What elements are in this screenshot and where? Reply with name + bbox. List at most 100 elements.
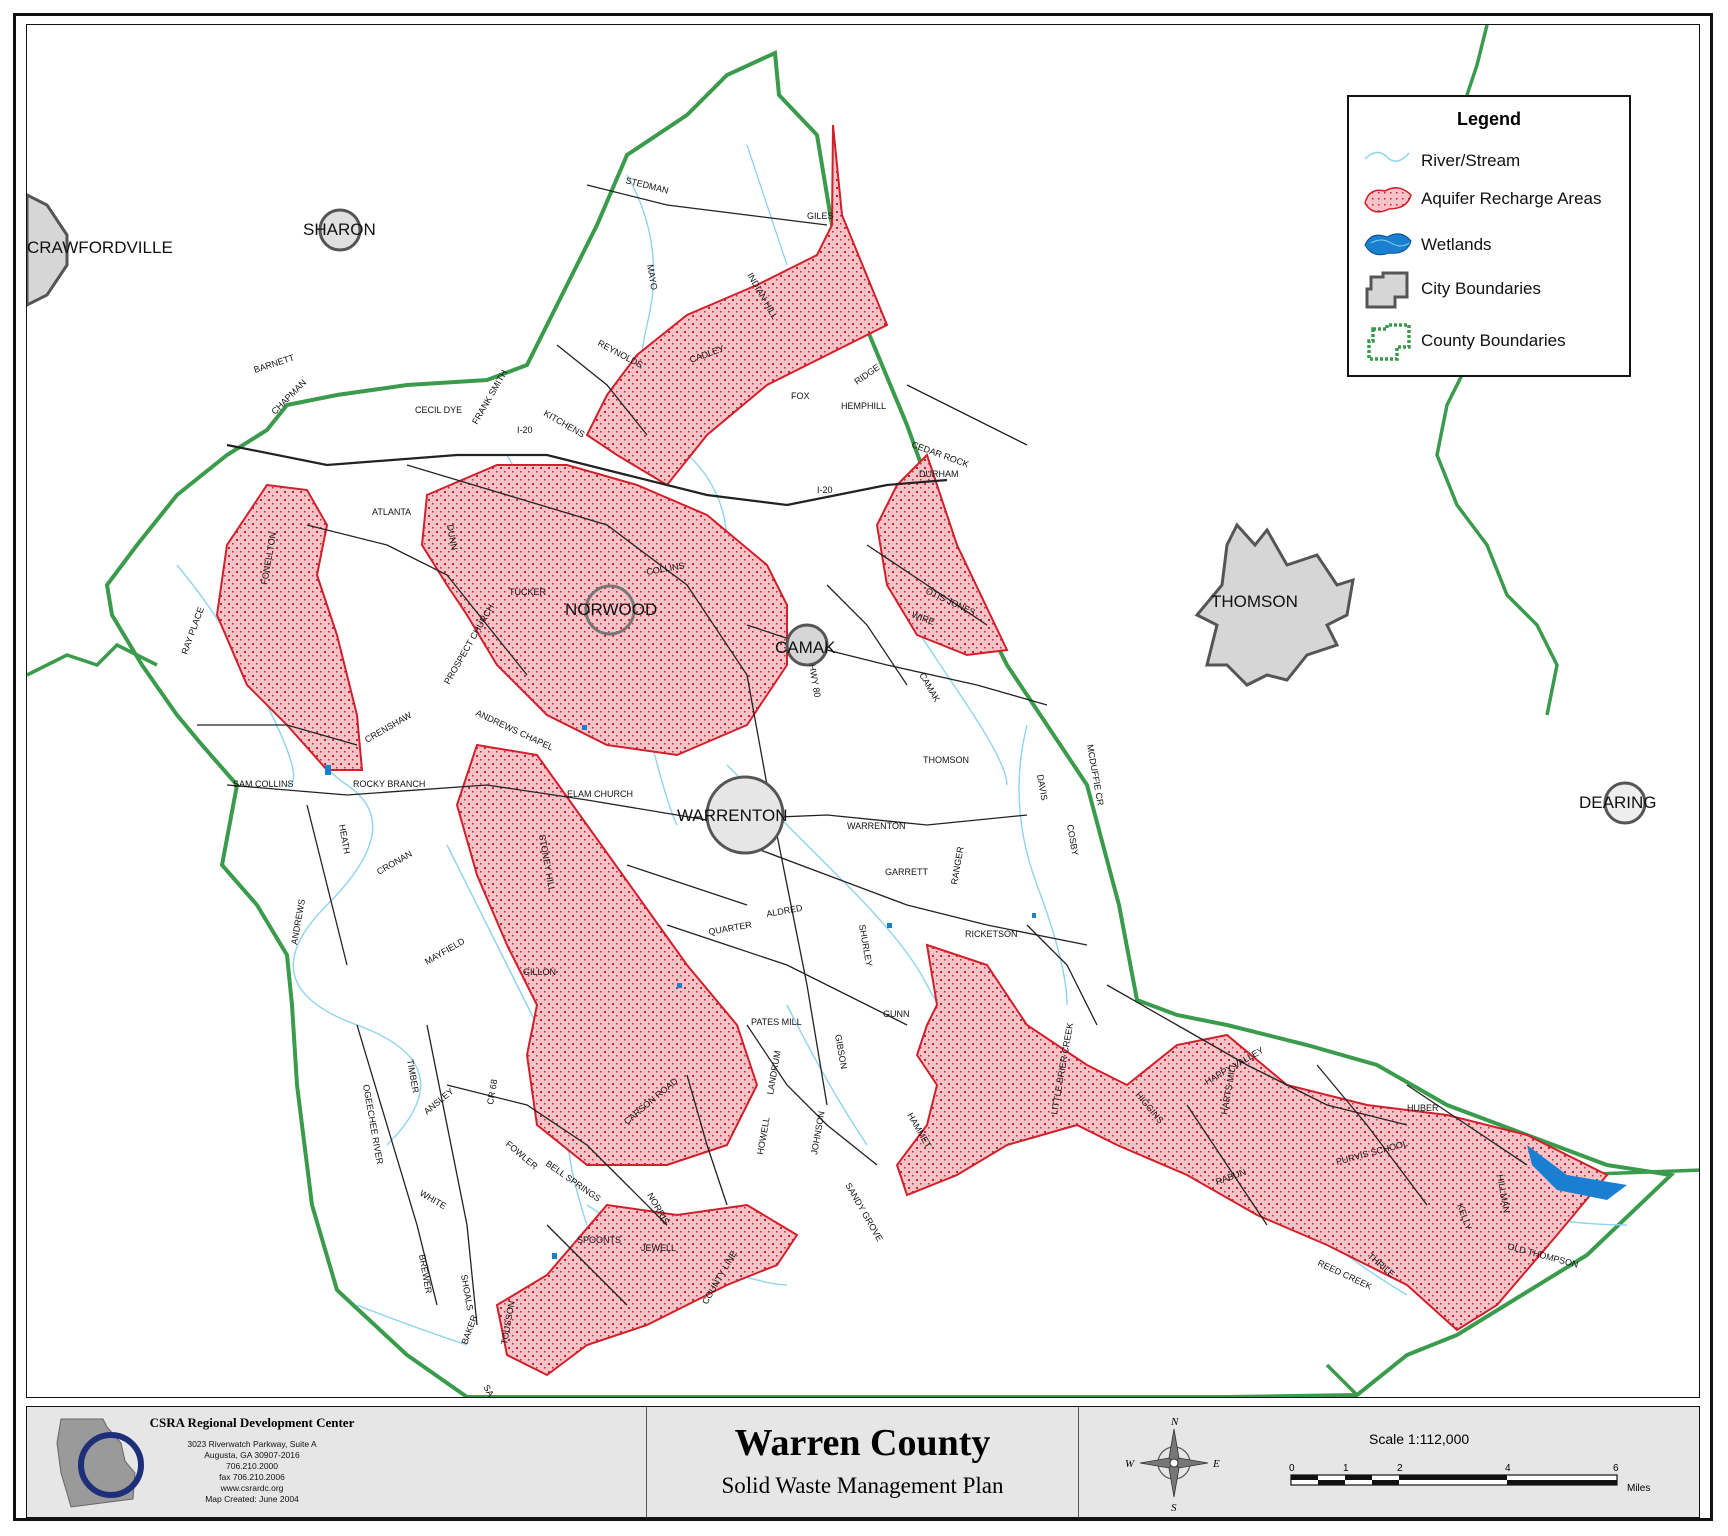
crawfordville-boundary — [27, 193, 69, 307]
road-label: HEMPHILL — [841, 401, 886, 411]
road-label: THOMSON — [923, 755, 969, 765]
city-label-crawfordville: CRAWFORDVILLE — [27, 238, 173, 257]
legend-label: City Boundaries — [1421, 279, 1542, 298]
legend-label: Aquifer Recharge Areas — [1421, 189, 1602, 208]
road-label: FOX — [791, 391, 810, 401]
road-label: GUNN — [883, 1009, 910, 1019]
road-label: ELAM CHURCH — [567, 789, 633, 799]
org-website: www.csrardc.org — [220, 1483, 284, 1493]
sharon-boundary — [318, 208, 362, 252]
river-stream-icon — [1364, 151, 1410, 162]
road-label: JEWELL — [641, 1243, 676, 1253]
road-label: GILES — [807, 211, 834, 221]
norwood-boundary — [584, 584, 636, 636]
map-subtitle: Solid Waste Management Plan — [721, 1473, 1004, 1498]
road-label: CECIL DYE — [415, 405, 462, 415]
scale-panel: N S E W Scale 1:112,000 0 1 2 4 6 Miles — [1079, 1407, 1699, 1517]
aquifer-swatch-icon — [1364, 187, 1412, 213]
organization-panel: CSRA Regional Development Center 3023 Ri… — [27, 1407, 647, 1517]
road-label: WARRENTON — [847, 821, 906, 831]
city-boundaries — [27, 193, 1647, 855]
city-label-sharon: SHARON — [303, 220, 376, 239]
road-label: ROCKY BRANCH — [353, 779, 425, 789]
road-label: DUNN — [445, 524, 459, 551]
city-label-warrenton: WARRENTON — [677, 806, 788, 825]
camak-boundary — [785, 623, 829, 667]
warrenton-boundary — [705, 775, 785, 855]
org-fax: fax 706.210.2006 — [219, 1472, 285, 1482]
aquifer-recharge-areas — [215, 124, 1609, 1377]
aquifer-norwood — [420, 464, 788, 757]
scale-tick: 1 — [1343, 1463, 1349, 1474]
roads — [197, 184, 1528, 1326]
legend-item-aquifer: Aquifer Recharge Areas — [1359, 179, 1623, 219]
road-label: DURHAM — [919, 469, 959, 479]
city-label-dearing: DEARING — [1579, 793, 1656, 812]
road-label: MAYO — [645, 264, 659, 291]
road-label: ATLANTA — [372, 507, 411, 517]
compass-w: W — [1125, 1458, 1135, 1470]
scale-units: Miles — [1627, 1483, 1651, 1494]
legend-item-river: River/Stream — [1359, 141, 1623, 181]
organization-name: CSRA Regional Development Center — [149, 1415, 355, 1430]
scale-ratio: Scale 1:112,000 — [1369, 1431, 1470, 1447]
thomson-boundary — [1194, 522, 1355, 687]
road-label: GILLON — [523, 967, 556, 977]
road-label: PATES MILL — [751, 1017, 802, 1027]
road-label: CR 68 — [485, 1078, 499, 1105]
legend-label: River/Stream — [1421, 151, 1521, 170]
legend: Legend River/Stream Aquifer Recharge Are… — [1347, 95, 1631, 377]
map-area: CRAWFORDVILLE SHARON NORWOOD CAMAK WARRE… — [26, 24, 1700, 1398]
map-canvas: CRAWFORDVILLE SHARON NORWOOD CAMAK WARRE… — [27, 25, 1699, 1397]
map-title: Warren County — [734, 1422, 991, 1464]
dearing-boundary — [1603, 781, 1647, 825]
aquifer-central-south — [455, 743, 759, 1166]
title-block: CSRA Regional Development Center 3023 Ri… — [26, 1406, 1700, 1518]
warren-county-boundary — [104, 50, 1676, 1397]
county-boundary-icon — [1367, 323, 1411, 361]
title-panel: Warren County Solid Waste Management Pla… — [647, 1407, 1079, 1517]
road-label: I-20 — [817, 485, 833, 495]
georgia-logo-icon — [56, 1418, 144, 1508]
road-label: RICKETSON — [965, 929, 1018, 939]
road-label: SAM COLLINS — [233, 779, 294, 789]
legend-item-county: County Boundaries — [1359, 321, 1623, 361]
wetlands-swatch-icon — [1364, 233, 1412, 256]
wetlands — [325, 725, 1627, 1259]
road-label: I-20 — [517, 425, 533, 435]
aquifer-south — [495, 1203, 799, 1377]
aquifer-southeast — [895, 943, 1609, 1332]
aquifer-durham — [875, 453, 1009, 657]
map-created-date: Map Created: June 2004 — [205, 1494, 299, 1504]
city-label-norwood: NORWOOD — [565, 600, 657, 619]
org-address-line: 3023 Riverwatch Parkway, Suite A — [187, 1439, 317, 1449]
road-label: GARRETT — [885, 867, 929, 877]
legend-label: Wetlands — [1421, 235, 1492, 254]
aquifer-west — [215, 483, 364, 771]
city-boundary-icon — [1365, 271, 1409, 309]
compass-rose-icon: N S E W — [1125, 1416, 1220, 1514]
road-label: DAVIS — [1035, 774, 1049, 802]
map-frame: CRAWFORDVILLE SHARON NORWOOD CAMAK WARRE… — [13, 13, 1713, 1521]
org-address-line: Augusta, GA 30907-2016 — [204, 1450, 300, 1460]
road-label: TUCKER — [509, 587, 547, 597]
compass-n: N — [1170, 1416, 1179, 1428]
city-labels: CRAWFORDVILLE SHARON NORWOOD CAMAK WARRE… — [27, 220, 1656, 825]
aquifer-north-strip — [585, 124, 889, 487]
compass-s: S — [1171, 1502, 1177, 1514]
scale-tick: 0 — [1289, 1463, 1295, 1474]
legend-title: Legend — [1456, 109, 1521, 129]
scale-tick: 6 — [1613, 1463, 1619, 1474]
road-label: BARNETT — [253, 352, 297, 375]
org-phone: 706.210.2000 — [226, 1461, 278, 1471]
scale-bar — [1290, 1474, 1618, 1486]
legend-item-wetlands: Wetlands — [1359, 225, 1623, 265]
legend-label: County Boundaries — [1421, 331, 1566, 350]
legend-item-city: City Boundaries — [1359, 269, 1623, 309]
scale-tick: 2 — [1397, 1463, 1403, 1474]
road-label: HUBER — [1407, 1103, 1439, 1113]
city-label-camak: CAMAK — [775, 638, 836, 657]
city-label-thomson: THOMSON — [1211, 592, 1298, 611]
compass-e: E — [1212, 1458, 1220, 1470]
road-label: SPOONTS — [577, 1235, 621, 1245]
